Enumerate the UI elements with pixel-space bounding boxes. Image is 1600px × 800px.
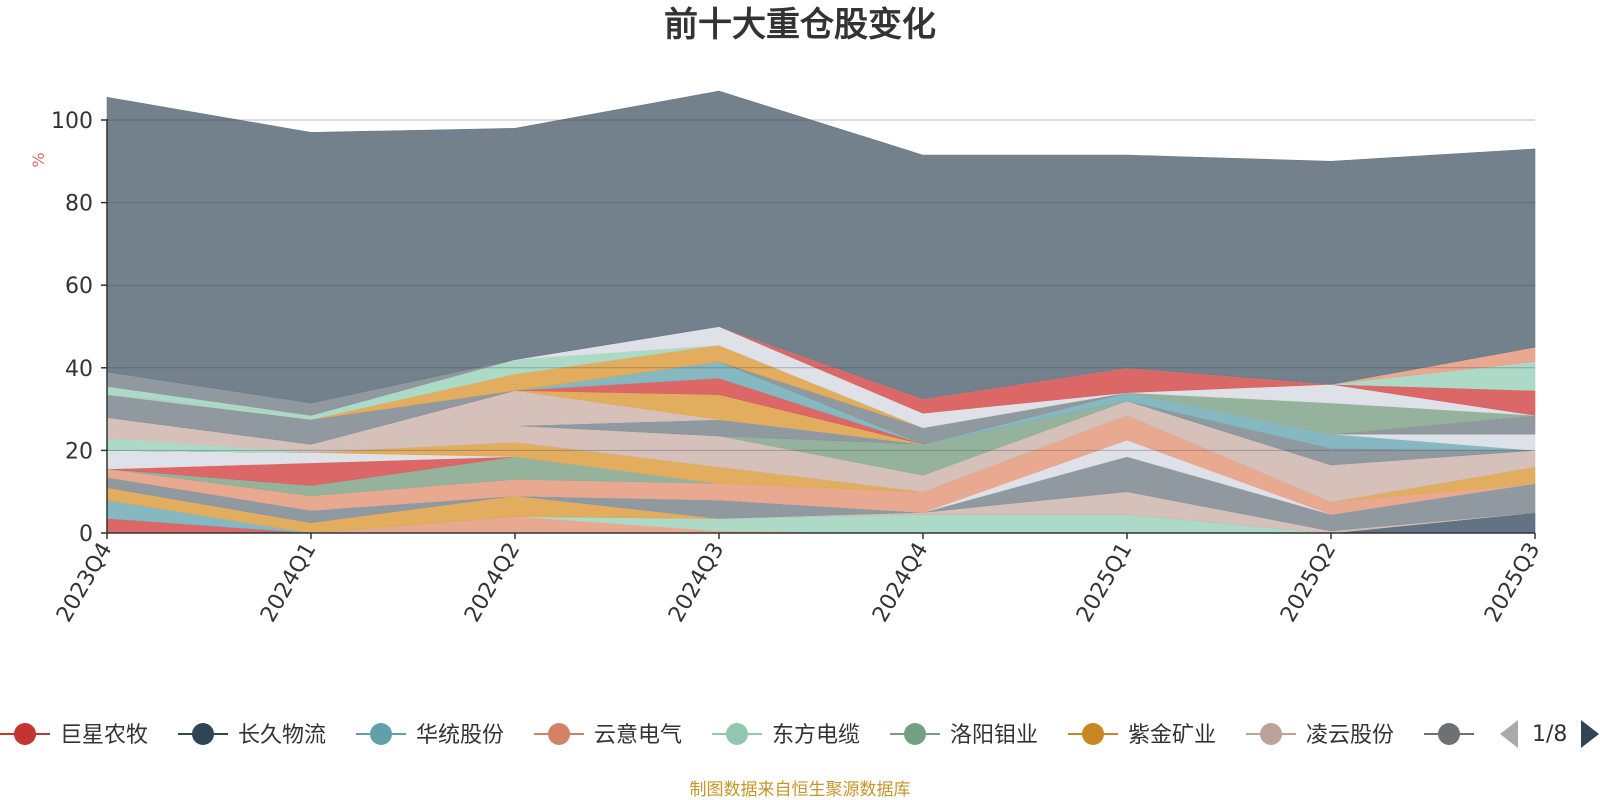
legend-dot-icon	[14, 723, 36, 745]
legend-item[interactable]: 凌云股份	[1246, 723, 1394, 748]
legend-label: 华统股份	[416, 723, 504, 748]
legend-label: 紫金矿业	[1128, 723, 1216, 748]
x-tick-label: 2024Q3	[664, 539, 729, 627]
x-tick-label: 2024Q4	[868, 539, 933, 627]
y-tick-label: 40	[65, 357, 93, 382]
legend: 巨星农牧 长久物流 华统股份 云意电气 东方电缆 洛阳钼业 紫金矿业 凌云股份	[0, 723, 1474, 748]
legend-next-icon[interactable]	[1581, 720, 1599, 748]
y-axis-unit: %	[29, 152, 48, 167]
y-tick-label: 80	[65, 192, 93, 217]
y-tick-label: 20	[65, 439, 93, 464]
legend-dot-icon	[1260, 723, 1282, 745]
legend-label: 长久物流	[238, 723, 326, 748]
legend-dot-icon	[1082, 723, 1104, 745]
legend-page-indicator: 1/8	[1532, 722, 1567, 747]
legend-item[interactable]: 紫金矿业	[1068, 723, 1216, 748]
x-tick-label: 2024Q2	[460, 539, 525, 627]
y-tick-label: 0	[79, 522, 93, 547]
legend-dot-icon	[192, 723, 214, 745]
legend-item[interactable]: 巨星农牧	[0, 723, 148, 748]
chart-title: 前十大重仓股变化	[664, 5, 936, 45]
legend-label: 巨星农牧	[60, 723, 148, 748]
y-tick-label: 60	[65, 274, 93, 299]
legend-label: 云意电气	[594, 723, 682, 748]
data-source-note: 制图数据来自恒生聚源数据库	[690, 780, 911, 800]
x-tick-label: 2024Q1	[256, 539, 321, 627]
legend-dot-icon	[904, 723, 926, 745]
x-tick-label: 2023Q4	[52, 539, 117, 627]
legend-dot-icon	[370, 723, 392, 745]
legend-dot-icon	[548, 723, 570, 745]
legend-label: 凌云股份	[1306, 723, 1394, 748]
legend-dot-icon	[1438, 723, 1460, 745]
y-tick-label: 100	[51, 109, 93, 134]
x-tick-label: 2025Q2	[1276, 539, 1341, 627]
legend-label: 洛阳钼业	[950, 723, 1038, 748]
legend-item[interactable]: 云意电气	[534, 723, 682, 748]
legend-prev-icon[interactable]	[1500, 720, 1518, 748]
area-series-37	[106, 90, 1536, 404]
legend-item[interactable]: 东方电缆	[712, 723, 860, 748]
legend-item[interactable]	[1424, 723, 1474, 745]
legend-item[interactable]: 华统股份	[356, 723, 504, 748]
x-tick-label: 2025Q1	[1072, 539, 1137, 627]
legend-item[interactable]: 洛阳钼业	[890, 723, 1038, 748]
legend-label: 东方电缆	[772, 723, 860, 748]
area-series	[106, 90, 1536, 534]
legend-item[interactable]: 长久物流	[178, 723, 326, 748]
x-tick-label: 2025Q3	[1480, 539, 1545, 627]
legend-dot-icon	[726, 723, 748, 745]
legend-pager: 1/8	[1500, 720, 1599, 748]
